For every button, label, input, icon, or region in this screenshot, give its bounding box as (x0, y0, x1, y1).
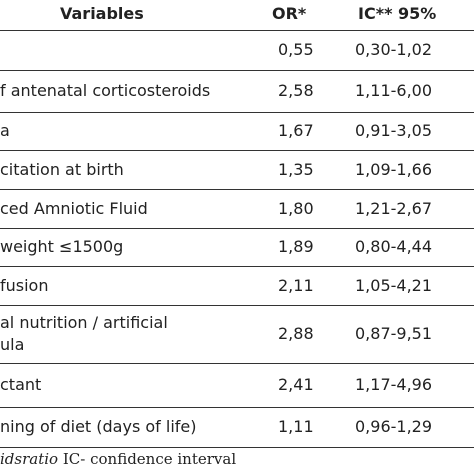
row-ic: 0,87-9,51 (355, 324, 433, 343)
row-rule (0, 112, 474, 113)
row-ic: 1,09-1,66 (355, 159, 433, 179)
row-ic: 0,96-1,29 (355, 417, 433, 436)
row-or: 2,88 (278, 324, 314, 343)
row-label: ced Amniotic Fluid (0, 198, 148, 218)
row-ic: 0,80-4,44 (355, 237, 433, 256)
header-or: OR* (272, 4, 307, 23)
row-or: 1,67 (278, 121, 314, 140)
row-or: 0,55 (278, 40, 314, 59)
row-label: ning of diet (days of life) (0, 417, 197, 436)
row-rule (0, 447, 474, 448)
row-or: 1,80 (278, 198, 314, 218)
row-ic: 1,21-2,67 (355, 198, 433, 218)
header-ic: IC** 95% (358, 4, 437, 23)
footer-text: IC- confidence interval (62, 450, 237, 468)
row-or: 1,89 (278, 237, 314, 256)
row-label: ula (0, 335, 25, 354)
row-ic: 0,91-3,05 (355, 121, 433, 140)
row-rule (0, 70, 474, 71)
row-label: f antenatal corticosteroids (0, 81, 211, 100)
row-label: ctant (0, 375, 42, 394)
row-or: 1,11 (278, 417, 314, 436)
row-ic: 1,17-4,96 (355, 375, 433, 394)
row-or: 2,11 (278, 275, 314, 295)
row-or: 1,35 (278, 159, 314, 179)
row-rule (0, 407, 474, 408)
row-label: citation at birth (0, 159, 124, 179)
row-rule (0, 266, 474, 267)
row-rule (0, 189, 474, 190)
row-ic: 0,30-1,02 (355, 40, 433, 59)
row-label: weight ≤1500g (0, 237, 124, 256)
row-or: 2,58 (278, 81, 314, 100)
row-ic: 1,11-6,00 (355, 81, 433, 100)
row-label: a (0, 121, 10, 140)
footer-italic: idsratio (0, 450, 59, 468)
row-rule (0, 228, 474, 229)
row-rule (0, 150, 474, 151)
row-ic: 1,05-4,21 (355, 275, 433, 295)
header-rule (0, 30, 474, 31)
footer-note: idsratio IC- confidence interval (0, 450, 236, 468)
row-label: fusion (0, 275, 49, 295)
row-label: al nutrition / artificial (0, 313, 168, 332)
header-variables: Variables (60, 4, 144, 23)
row-or: 2,41 (278, 375, 314, 394)
row-rule (0, 363, 474, 364)
row-rule (0, 305, 474, 306)
